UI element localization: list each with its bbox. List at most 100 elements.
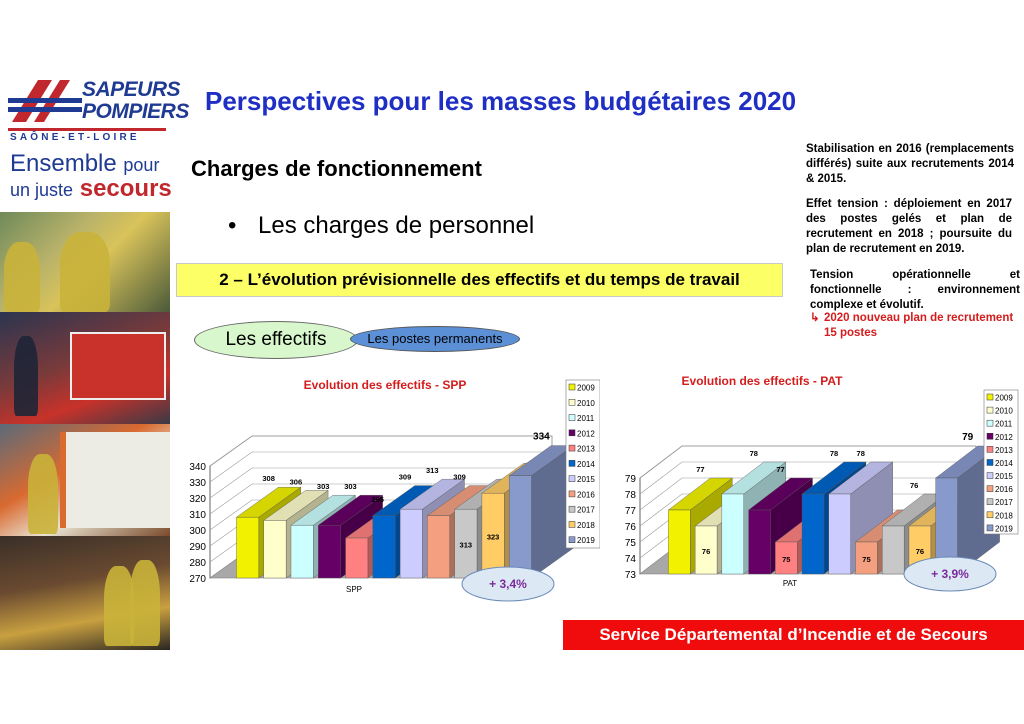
chart-legend: 2009 2010 2011 2012 2013 2014 2015 2016 2017 2018…: [565, 379, 600, 549]
chart-bar-front: [508, 475, 532, 579]
note-plan-2020: ↳ 2020 nouveau plan de recrutement 15 pos…: [810, 311, 1022, 341]
chart-effectifs-spp: Evolution des effectifs - SPP 270 280 290 30…: [189, 378, 600, 602]
chart-data-label: 78: [830, 449, 838, 458]
photo-firefighters-rescue: [0, 212, 170, 312]
chart-title: Evolution des effectifs - PAT: [682, 374, 844, 388]
slogan-word3: un juste: [10, 180, 74, 200]
logo-line2: POMPIERS: [82, 100, 189, 123]
sdis-logo: SAPEURS POMPIERS SAÔNE-ET-LOIRE Ensemble…: [0, 70, 189, 212]
chart-bar-front: [828, 493, 851, 575]
chart-legend-label: 2012: [995, 433, 1013, 442]
section-subtitle: Charges de fonctionnement: [191, 156, 482, 181]
chart-legend-label: 2013: [995, 446, 1013, 455]
chart-legend-swatch: [986, 459, 994, 466]
chart-gridline: [209, 467, 552, 499]
chart-gridline: [209, 451, 552, 483]
chart-legend-label: 2017: [577, 506, 595, 515]
chart-bar-front: [721, 493, 744, 575]
chart-legend-swatch: [986, 419, 994, 427]
chart-bar-front: [855, 541, 878, 575]
chart-data-label: 76: [916, 547, 924, 556]
chart-y-tick-label: 75: [625, 538, 637, 549]
chart-bar-front: [399, 508, 423, 579]
chart-bar-front: [427, 515, 450, 579]
chart-legend-label: 2015: [577, 475, 595, 484]
chart-legend-swatch: [568, 505, 576, 513]
chart-y-tick-label: 300: [189, 526, 206, 537]
chart-bar-front: [345, 537, 369, 579]
chart-data-label: 78: [857, 449, 865, 458]
chart-legend-label: 2009: [577, 384, 595, 393]
growth-badge: [903, 556, 997, 592]
chart-legend-label: 2019: [995, 524, 1013, 533]
chart-data-label: 77: [776, 465, 784, 474]
chart-bar-front: [775, 541, 798, 575]
photo-wildfire: [0, 536, 170, 650]
chart-bar-front: [318, 524, 341, 579]
logo-line1: SAPEURS: [82, 78, 181, 101]
chart-category-label: PAT: [783, 579, 797, 588]
chart-legend-swatch: [568, 414, 576, 421]
chart-bar-front: [801, 493, 825, 575]
chart-legend-swatch: [568, 399, 576, 406]
chart-legend-label: 2013: [577, 445, 595, 454]
chart-bar-front: [882, 525, 905, 575]
growth-badge: [461, 566, 555, 602]
chart-title: Evolution des effectifs - SPP: [304, 378, 467, 392]
chart-legend-swatch: [568, 460, 576, 467]
chart-legend-label: 2011: [577, 414, 595, 423]
chart-bar-front: [694, 525, 718, 575]
chart-legend-label: 2012: [577, 429, 595, 438]
growth-badge-label: + 3,9%: [931, 567, 969, 581]
chart-legend-label: 2017: [995, 498, 1013, 507]
chart-y-tick-label: 74: [625, 554, 637, 565]
arrow-icon: ↳: [810, 312, 820, 324]
slogan-word1: Ensemble: [10, 150, 117, 177]
chart-y-tick-label: 73: [625, 570, 637, 581]
chart-legend-swatch: [568, 536, 576, 543]
chart-data-label: 308: [262, 474, 275, 483]
chart-legend-label: 2018: [577, 521, 595, 530]
chart-bar-front: [372, 515, 396, 579]
note-plan-2020-line2: 15 postes: [824, 327, 878, 339]
chart-y-tick-label: 79: [625, 474, 637, 485]
chart-data-label: 295: [371, 495, 384, 504]
chart-legend-label: 2010: [995, 407, 1013, 416]
chart-gridline: [209, 435, 552, 467]
chart-data-label: 323: [487, 533, 500, 542]
chart-data-label: 75: [862, 555, 870, 564]
chart-legend-swatch: [986, 472, 994, 479]
chart-bar-front: [263, 520, 287, 579]
chart-data-label: 334: [533, 432, 550, 443]
chart-y-tick-label: 77: [625, 506, 637, 517]
logo-slogan-line2: un juste secours: [10, 175, 172, 203]
chart-data-label: 77: [696, 465, 704, 474]
chart-data-label: 76: [702, 547, 710, 556]
chart-y-tick-label: 270: [189, 574, 206, 585]
chart-data-label: 76: [910, 481, 918, 490]
chart-gridline: [639, 445, 976, 479]
chart-bar-front: [290, 524, 314, 579]
chart-legend-swatch: [986, 485, 994, 492]
chart-legend-swatch: [986, 433, 994, 440]
chart-legend-swatch: [568, 429, 576, 437]
flame-stripes-icon: [8, 80, 82, 122]
chart-data-label: 313: [426, 466, 439, 475]
note-tension-operationnelle: Tension opérationnelle et fonctionnelle …: [810, 269, 1020, 311]
chart-legend-label: 2010: [577, 399, 595, 408]
chart-bar-2019: 334: [508, 432, 575, 579]
chart-data-label: 75: [782, 555, 790, 564]
chart-legend-swatch: [568, 444, 576, 452]
logo-divider: [8, 128, 166, 131]
chart-legend-swatch: [986, 524, 994, 532]
photo-ambulance: [0, 424, 170, 536]
chart-legend-label: 2009: [995, 394, 1013, 403]
chart-data-label: 309: [399, 473, 412, 482]
oval-postes-permanents: Les postes permanents: [350, 326, 520, 352]
growth-badge-label: + 3,4%: [489, 577, 527, 591]
chart-legend-swatch: [986, 511, 994, 519]
chart-data-label: 303: [344, 482, 357, 491]
note-plan-2020-line1: 2020 nouveau plan de recrutement: [824, 312, 1014, 324]
chart-data-label: 309: [453, 473, 466, 482]
chart-y-tick-label: 78: [625, 490, 637, 501]
